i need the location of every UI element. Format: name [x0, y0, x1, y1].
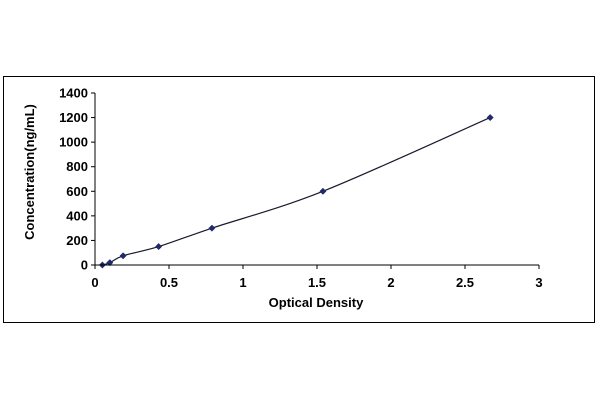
y-tick-label: 1400	[59, 86, 88, 101]
x-tick-label: 0	[91, 275, 98, 290]
chart-frame	[3, 76, 595, 323]
data-point	[155, 243, 163, 251]
y-axis-ticks: 0 200 400 600 800 1000 1200 1400	[59, 86, 95, 273]
y-tick-label: 1200	[59, 110, 88, 125]
standard-curve-line	[102, 117, 491, 266]
data-point	[106, 259, 114, 267]
curve-layer	[102, 117, 491, 266]
x-tick-label: 1.5	[308, 275, 326, 290]
x-tick-label: 0.5	[160, 275, 178, 290]
data-point	[319, 187, 327, 195]
y-tick-label: 200	[66, 233, 88, 248]
x-tick-label: 2.5	[456, 275, 474, 290]
x-tick-label: 2	[387, 275, 394, 290]
y-axis-title: Concentration(ng/mL)	[22, 104, 37, 240]
data-point	[208, 224, 216, 232]
x-axis-title: Optical Density	[269, 295, 364, 310]
y-tick-label: 800	[66, 159, 88, 174]
y-tick-label: 600	[66, 184, 88, 199]
points-layer	[98, 114, 494, 269]
x-tick-label: 3	[535, 275, 542, 290]
y-tick-label: 0	[81, 258, 88, 273]
y-tick-label: 1000	[59, 135, 88, 150]
y-tick-label: 400	[66, 208, 88, 223]
x-tick-label: 1	[239, 275, 246, 290]
data-point	[486, 114, 494, 122]
x-axis-ticks: 0 0.5 1 1.5 2 2.5 3	[91, 265, 543, 290]
data-point	[119, 252, 127, 260]
